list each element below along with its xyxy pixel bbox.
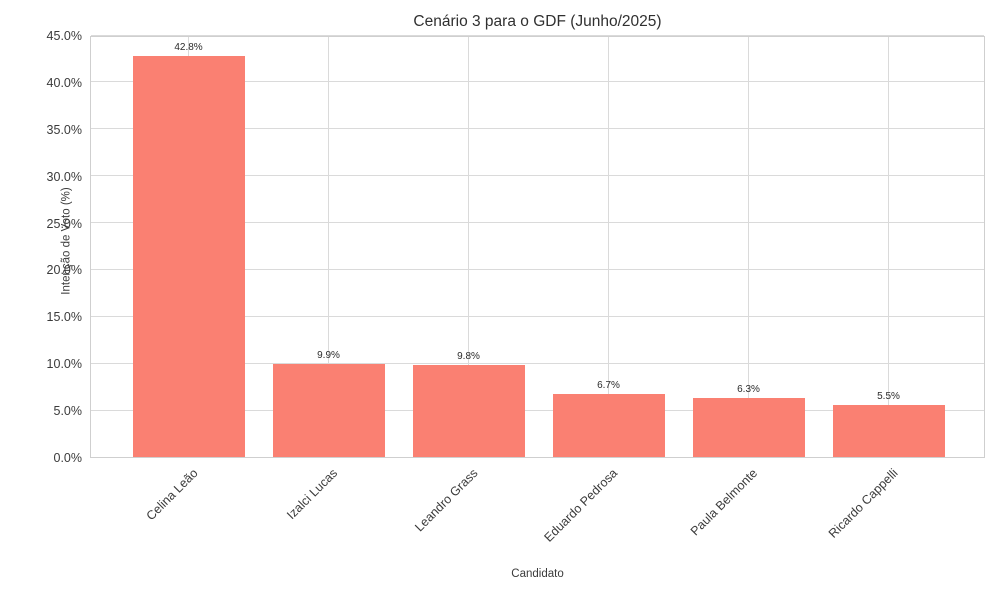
bar-4 <box>552 394 665 457</box>
y-tick-label: 30.0% <box>46 169 82 184</box>
y-tick-label: 35.0% <box>46 122 82 137</box>
bar-value-label: 5.5% <box>877 391 900 403</box>
h-gridline <box>91 34 984 36</box>
chart-title: Cenário 3 para o GDF (Junho/2025) <box>413 13 662 30</box>
h-gridline <box>91 268 984 270</box>
bar-value-label: 6.7% <box>597 380 620 392</box>
x-tick-label: Celina Leão <box>143 466 201 524</box>
plot-area: 42.8% 9.9% 9.8% 6.7% 6.3% 5.5% <box>90 34 985 458</box>
y-tick-label: 40.0% <box>46 75 82 90</box>
bar-5 <box>692 397 805 457</box>
h-gridline <box>91 81 984 83</box>
v-gridline <box>888 37 889 457</box>
x-tick-label: Izalci Lucas <box>284 466 341 523</box>
bar-2 <box>272 364 385 457</box>
bar-6 <box>832 405 945 457</box>
v-gridline <box>468 37 469 457</box>
h-gridline <box>91 128 984 130</box>
y-tick-label: 45.0% <box>46 29 82 43</box>
h-gridline <box>91 222 984 224</box>
y-tick-label: 5.0% <box>53 404 83 419</box>
y-tick-label: 25.0% <box>46 216 82 231</box>
v-gridline <box>748 37 749 457</box>
y-tick-label: 15.0% <box>46 310 82 325</box>
bar-3 <box>412 365 525 457</box>
x-tick-label: Ricardo Cappelli <box>825 466 901 541</box>
x-tick-label: Paula Belmonte <box>688 466 761 539</box>
x-tick-label: Eduardo Pedrosa <box>541 466 621 545</box>
bar-value-label: 42.8% <box>174 41 203 53</box>
y-tick-label: 0.0% <box>53 451 83 465</box>
x-axis-label: Candidato <box>511 568 564 580</box>
y-tick-label: 10.0% <box>46 357 82 372</box>
h-gridline <box>91 409 984 411</box>
v-gridline <box>608 37 609 457</box>
y-axis-label: Intenção de Voto (%) <box>60 187 73 295</box>
bar-value-label: 9.9% <box>317 350 340 362</box>
y-tick-label: 20.0% <box>46 263 82 278</box>
bar-value-label: 9.8% <box>457 351 480 363</box>
h-gridline <box>91 362 984 364</box>
v-gridline <box>328 37 329 457</box>
h-gridline <box>91 315 984 317</box>
x-tick-label: Leandro Grass <box>412 466 481 535</box>
bar-value-label: 6.3% <box>737 383 760 395</box>
h-gridline <box>91 175 984 177</box>
bar-1 <box>132 55 245 457</box>
